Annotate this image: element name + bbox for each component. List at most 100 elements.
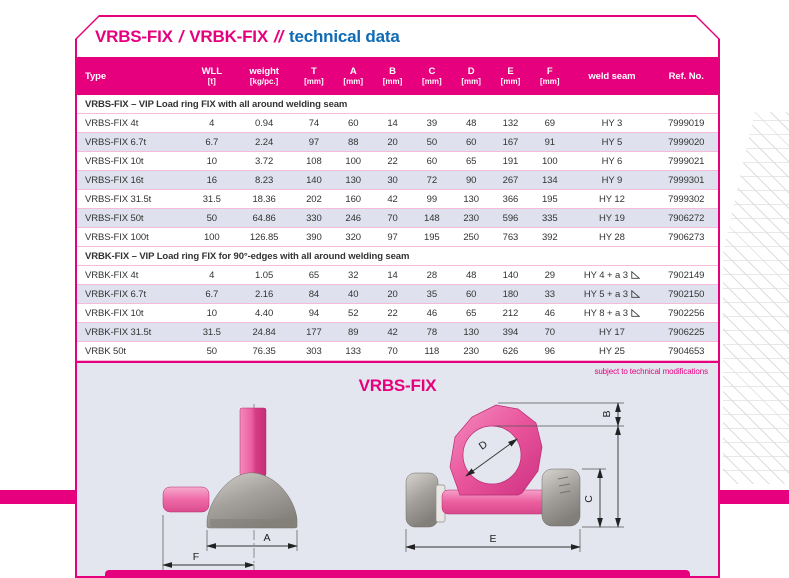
cell-type: VRBS-FIX 50t: [77, 208, 190, 228]
cell-weight: 76.35: [233, 341, 295, 361]
table-header-row: Type WLL [t] weight [kg/pc.] T [mm] A [mm] B [mm] C…: [77, 57, 718, 95]
cell-wll: 31.5: [189, 189, 234, 209]
column-header-f: F [mm]: [530, 57, 570, 95]
cell-b: 20: [372, 132, 413, 152]
front-view-part: [162, 404, 298, 570]
cell-e: 366: [490, 189, 531, 209]
table-row: VRBS-FIX 100t 100 126.85 390 320 97 195 250 763 3…: [77, 227, 718, 247]
cell-wll: 10: [189, 151, 234, 171]
dim-label-e: E: [489, 533, 496, 545]
cell-t: 390: [294, 227, 334, 247]
right-pink-band: [719, 490, 789, 504]
cell-weld: HY 9: [569, 170, 655, 190]
cell-f: 46: [530, 303, 570, 323]
title-product-1: VRBS-FIX: [95, 27, 173, 46]
cell-type: VRBS-FIX 31.5t: [77, 189, 190, 209]
cell-t: 303: [294, 341, 334, 361]
table-row: VRBK-FIX 4t 4 1.05 65 32 14 28 48 140 29 HY 4 + a …: [77, 265, 718, 285]
drawing-title: VRBS-FIX: [358, 376, 437, 395]
cell-ref: 7904653: [654, 341, 718, 361]
cell-t: 140: [294, 170, 334, 190]
dim-label-a: A: [263, 532, 270, 544]
cell-e: 267: [490, 170, 531, 190]
page-title: VRBS-FIX / VRBK-FIX // technical data: [77, 17, 718, 57]
cell-t: 74: [294, 113, 334, 133]
cell-ref: 7906273: [654, 227, 718, 247]
cell-ref: 7999302: [654, 189, 718, 209]
cell-b: 20: [372, 284, 413, 304]
cell-e: 191: [490, 151, 531, 171]
cell-weld: HY 19: [569, 208, 655, 228]
cell-d: 65: [451, 151, 491, 171]
title-suffix: technical data: [289, 27, 400, 46]
section-header-row-1: VRBK-FIX – VIP Load ring FIX for 90°-edg…: [77, 246, 718, 266]
dim-label-c: C: [583, 495, 595, 503]
cell-ref: 7906225: [654, 322, 718, 342]
cell-e: 596: [490, 208, 531, 228]
cell-f: 29: [530, 265, 570, 285]
section-header-row-0: VRBS-FIX – VIP Load ring FIX with all ar…: [77, 95, 718, 114]
table-row: VRBS-FIX 16t 16 8.23 140 130 30 72 90 267 134 HY 9…: [77, 170, 718, 190]
cell-e: 763: [490, 227, 531, 247]
cell-b: 97: [372, 227, 413, 247]
cell-b: 70: [372, 208, 413, 228]
table-row: VRBS-FIX 10t 10 3.72 108 100 22 60 65 191 100 HY 6…: [77, 151, 718, 171]
cell-a: 246: [333, 208, 373, 228]
cell-weight: 18.36: [233, 189, 295, 209]
dimension-f: F: [162, 515, 255, 571]
column-header-a: A [mm]: [333, 57, 373, 95]
cell-e: 167: [490, 132, 531, 152]
cell-c: 46: [412, 303, 452, 323]
side-ring-bar: [162, 486, 210, 513]
weld-triangle-icon: [631, 270, 641, 279]
cell-type: VRBK-FIX 6.7t: [77, 284, 190, 304]
cell-f: 134: [530, 170, 570, 190]
cell-weld: HY 17: [569, 322, 655, 342]
cell-b: 42: [372, 322, 413, 342]
section-header-label: VRBK-FIX – VIP Load ring FIX for 90°-edg…: [77, 246, 718, 266]
cell-f: 91: [530, 132, 570, 152]
cell-c: 118: [412, 341, 452, 361]
column-header-type: Type: [77, 57, 190, 95]
table-row: VRBK 50t 50 76.35 303 133 70 118 230 626 96 HY 25 7…: [77, 341, 718, 361]
table-row: VRBK-FIX 10t 10 4.40 94 52 22 46 65 212 46 HY 8 + …: [77, 303, 718, 323]
cell-e: 212: [490, 303, 531, 323]
cell-ref: 7902256: [654, 303, 718, 323]
dimension-a: A: [206, 530, 298, 551]
cell-ref: 7999020: [654, 132, 718, 152]
cell-weld: HY 5: [569, 132, 655, 152]
cell-wll: 10: [189, 303, 234, 323]
cell-d: 250: [451, 227, 491, 247]
cell-type: VRBK-FIX 10t: [77, 303, 190, 323]
table-row: VRBS-FIX 4t 4 0.94 74 60 14 39 48 132 69 HY 3 79990…: [77, 113, 718, 133]
cell-a: 52: [333, 303, 373, 323]
cell-b: 22: [372, 303, 413, 323]
column-header-b: B [mm]: [372, 57, 413, 95]
column-header-weight: weight [kg/pc.]: [233, 57, 295, 95]
cell-c: 72: [412, 170, 452, 190]
cell-c: 195: [412, 227, 452, 247]
cell-t: 177: [294, 322, 334, 342]
cell-d: 130: [451, 189, 491, 209]
cell-weld: HY 3: [569, 113, 655, 133]
cell-d: 90: [451, 170, 491, 190]
cell-a: 100: [333, 151, 373, 171]
cell-wll: 6.7: [189, 284, 234, 304]
cell-c: 60: [412, 151, 452, 171]
column-header-d: D [mm]: [451, 57, 491, 95]
cell-weight: 64.86: [233, 208, 295, 228]
cell-weight: 24.84: [233, 322, 295, 342]
cell-f: 96: [530, 341, 570, 361]
cell-a: 89: [333, 322, 373, 342]
weld-base: [206, 472, 298, 529]
cell-f: 33: [530, 284, 570, 304]
dim-label-b: B: [601, 410, 613, 417]
cell-weight: 126.85: [233, 227, 295, 247]
cell-e: 132: [490, 113, 531, 133]
cell-wll: 4: [189, 113, 234, 133]
cell-a: 160: [333, 189, 373, 209]
column-header-c: C [mm]: [412, 57, 452, 95]
cell-d: 65: [451, 303, 491, 323]
